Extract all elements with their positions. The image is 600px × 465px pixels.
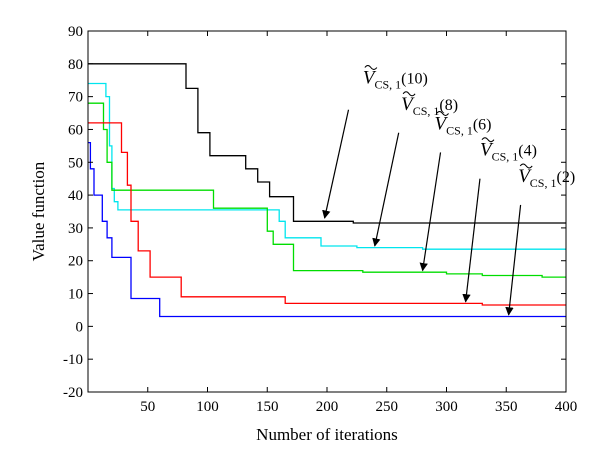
y-tick-label: 70: [68, 90, 83, 106]
x-tick-label: 350: [495, 399, 518, 415]
x-tick-label: 100: [196, 399, 219, 415]
annotation-label: VCS, 1(8): [401, 94, 458, 118]
annotation-arrow: [505, 204, 522, 316]
y-tick-label: -20: [63, 385, 83, 401]
annotation-5: VCS, 1(2): [505, 163, 575, 316]
plot-area-frame: [87, 30, 567, 393]
series-line-2: [88, 82, 566, 250]
y-tick-label: 0: [76, 319, 84, 335]
annotation-arrow: [372, 132, 400, 247]
annotation-label: VCS, 1(4): [480, 140, 537, 164]
y-tick-label: 60: [68, 122, 83, 138]
series-line-5: [88, 141, 566, 318]
annotation-arrow: [419, 152, 442, 272]
tilde-mark: [436, 110, 449, 116]
y-tick-label: 20: [68, 254, 83, 270]
y-tick-label: 30: [68, 221, 83, 237]
x-tick-label: 50: [140, 399, 155, 415]
y-tick-label: 80: [68, 57, 83, 73]
annotation-1: VCS, 1(10): [322, 65, 428, 219]
tilde-mark: [519, 163, 533, 169]
y-axis-label: Value function: [29, 161, 48, 261]
annotation-label: VCS, 1(2): [518, 166, 575, 190]
y-tick-label: 40: [68, 188, 83, 204]
x-tick-label: 250: [376, 399, 399, 415]
y-tick-label: 50: [68, 155, 83, 171]
annotation-2: VCS, 1(8): [372, 91, 458, 247]
series-line-4: [88, 122, 566, 306]
annotation-label: VCS, 1(10): [363, 68, 428, 92]
annotation-3: VCS, 1(6): [419, 110, 492, 272]
annotation-arrow: [462, 178, 481, 303]
annotation-label: VCS, 1(6): [435, 113, 492, 137]
x-axis-label: Number of iterations: [256, 425, 398, 444]
series-line-1: [88, 63, 566, 224]
tilde-mark: [402, 91, 416, 97]
x-tick-label: 300: [435, 399, 458, 415]
ticks-layer: 50 100 150 200 250 300 350 400 -20 -10 0 10 20 30 40 50…: [63, 24, 577, 415]
y-tick-label: -10: [63, 352, 83, 368]
x-tick-label: 400: [555, 399, 578, 415]
annotations-layer: VCS, 1(10)VCS, 1(8)VCS, 1(6) VCS, 1(4)VCS…: [322, 65, 575, 316]
series-layer: [88, 63, 566, 318]
annotation-4: VCS, 1(4): [462, 137, 537, 303]
y-tick-label: 10: [68, 287, 83, 303]
series-line-3: [88, 102, 566, 278]
x-tick-label: 200: [316, 399, 339, 415]
y-tick-label: 90: [68, 24, 83, 40]
x-tick-label: 150: [256, 399, 279, 415]
tilde-mark: [481, 137, 495, 143]
annotation-arrow: [322, 109, 350, 219]
tilde-mark: [364, 65, 378, 71]
